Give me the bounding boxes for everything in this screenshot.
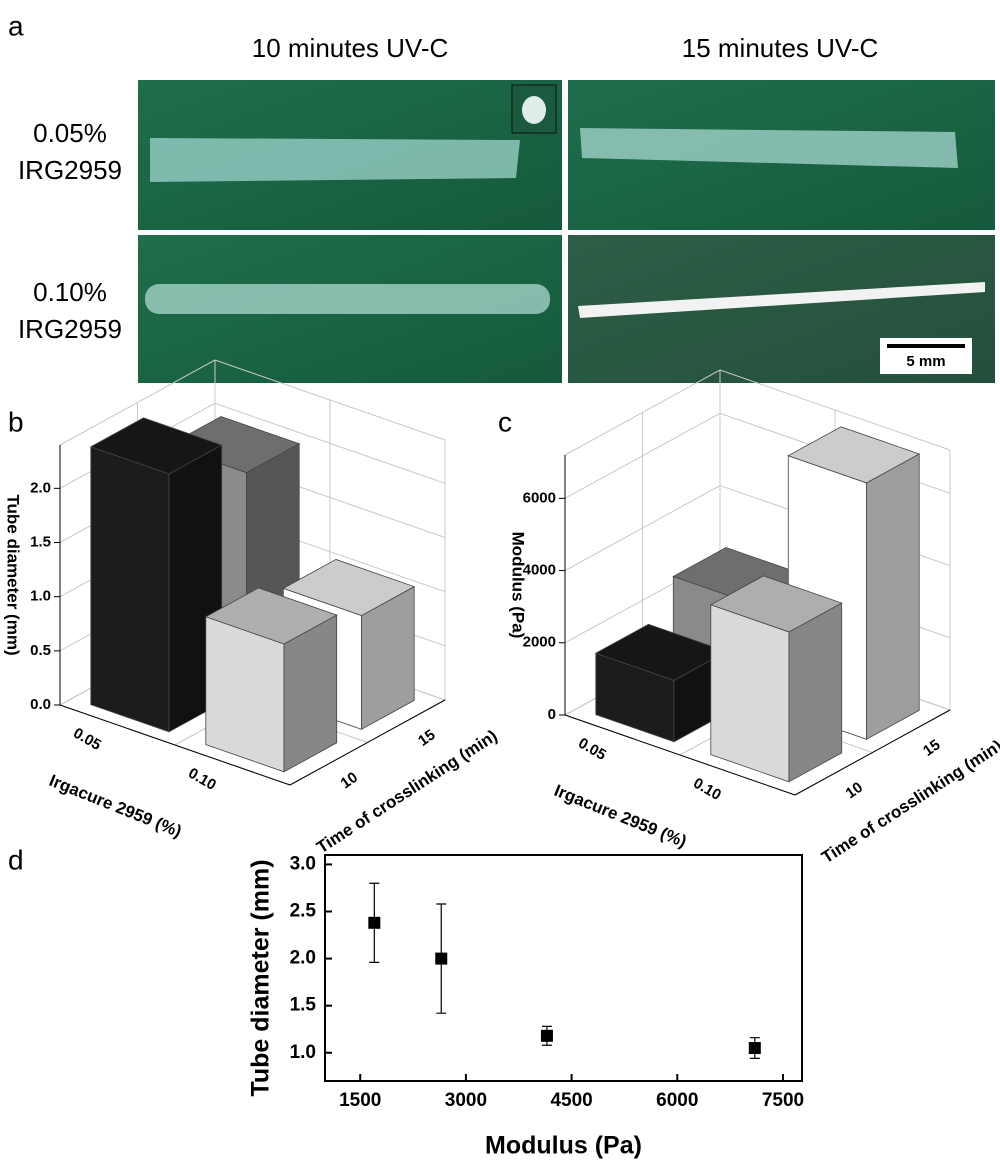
wall-edge [59, 359, 216, 446]
bar-side [866, 453, 920, 740]
column-header: 10 minutes UV-C [252, 33, 449, 63]
x-tick-label: 0.10 [185, 765, 219, 794]
x-axis [59, 704, 291, 786]
bar-side [788, 602, 843, 783]
y-tick-label: 1.0 [290, 1042, 316, 1063]
wall-edge [719, 369, 951, 451]
wall-edge [214, 359, 446, 441]
bar-top [89, 417, 223, 475]
z-tick-label: 4000 [523, 562, 556, 579]
x-tick-label: 0.10 [690, 775, 724, 804]
grid-line [214, 402, 446, 484]
panel-label: d [8, 844, 24, 875]
row-label: IRG2959 [18, 155, 122, 185]
bar [89, 417, 223, 733]
plot-frame [324, 854, 803, 1082]
tube [578, 282, 985, 318]
grid-line [564, 485, 721, 571]
x-axis-title: Modulus (Pa) [485, 1132, 642, 1160]
wall-edge [564, 369, 721, 456]
y-tick-label: 1.5 [290, 995, 317, 1016]
grid-line [564, 412, 721, 499]
column-header: 15 minutes UV-C [682, 33, 879, 63]
x-axis [564, 714, 796, 796]
bar-top [787, 426, 921, 484]
y-tick-label: 2.5 [290, 901, 317, 922]
point [748, 1042, 761, 1055]
y-tick-label: 15 [920, 736, 943, 759]
photos: 5 mm [138, 80, 995, 383]
z-tick-label: 1.5 [30, 533, 51, 550]
point [368, 916, 381, 929]
y-axis [794, 709, 951, 796]
tube [150, 138, 520, 182]
bar-top [282, 559, 416, 616]
z-tick-label: 0.5 [30, 642, 51, 659]
point [435, 952, 448, 965]
z-tick-label: 2000 [523, 634, 556, 651]
y-axis-title: Time of crosslinking (min) [818, 736, 1000, 867]
point [540, 1029, 553, 1042]
x-tick-label: 7500 [762, 1090, 804, 1111]
z-axis-title: Modulus (Pa) [509, 532, 528, 639]
x-tick-label: 4500 [550, 1090, 592, 1111]
bar-front [710, 604, 790, 783]
bar [787, 426, 921, 740]
tube [145, 284, 550, 314]
y-axis-title: Time of crosslinking (min) [313, 726, 501, 857]
z-tick-label: 6000 [523, 489, 556, 506]
bar [204, 587, 338, 773]
panel-label: c [498, 406, 512, 437]
y-tick-label: 2.0 [290, 948, 316, 969]
z-tick-label: 2.0 [30, 479, 51, 496]
y-axis [289, 699, 446, 786]
tube [580, 128, 958, 168]
row-label: 0.05% [33, 118, 107, 148]
x-tick-label: 1500 [339, 1090, 381, 1111]
z-tick-label: 0.0 [30, 696, 51, 713]
z-tick-label: 0 [548, 706, 556, 723]
panel-label: a [8, 10, 24, 41]
x-axis-title: Irgacure 2959 (%) [47, 771, 185, 841]
x-tick-label: 3000 [445, 1090, 487, 1111]
x-axis-title: Irgacure 2959 (%) [552, 781, 690, 851]
panel-label: b [8, 406, 24, 437]
bar-top [204, 587, 338, 645]
y-tick-label: 10 [843, 779, 866, 802]
row-label: IRG2959 [18, 314, 122, 344]
row-label: 0.10% [33, 277, 107, 307]
x-tick-label: 6000 [656, 1090, 698, 1111]
bar-top [709, 575, 843, 633]
x-tick-label: 0.05 [575, 735, 609, 764]
y-tick-label: 10 [338, 769, 361, 792]
inset-ring [522, 96, 546, 124]
y-tick-label: 3.0 [290, 853, 316, 874]
z-axis-title: Tube diameter (mm) [4, 494, 23, 655]
z-tick-label: 1.0 [30, 588, 51, 605]
x-tick-label: 0.05 [70, 725, 104, 754]
scale-bar-label: 5 mm [906, 353, 945, 370]
y-tick-label: 15 [415, 726, 438, 749]
y-axis-title: Tube diameter (mm) [247, 859, 275, 1096]
bar [709, 575, 843, 783]
bar-front [90, 446, 170, 733]
